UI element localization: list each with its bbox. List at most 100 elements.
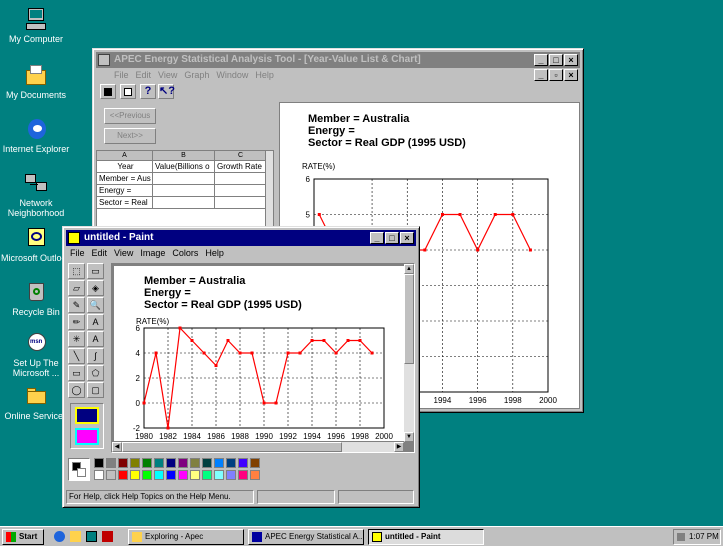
grid-col-b[interactable]: B <box>153 151 215 161</box>
menu-file[interactable]: File <box>114 70 129 80</box>
desktop-quicklaunch-icon[interactable] <box>86 531 97 542</box>
color-swatch[interactable] <box>154 470 164 480</box>
grid-cell[interactable] <box>215 197 267 209</box>
current-colors[interactable] <box>68 458 90 481</box>
start-button[interactable]: Start <box>2 529 44 545</box>
menu-file[interactable]: File <box>70 248 85 258</box>
color-swatch[interactable] <box>154 458 164 468</box>
maximize-button[interactable]: □ <box>385 232 399 244</box>
desktop-icon-my-computer[interactable]: My Computer <box>0 8 72 44</box>
tray-icon[interactable] <box>677 533 685 541</box>
tool-fill-icon[interactable]: ◈ <box>87 280 104 296</box>
taskbar-button-apec[interactable]: APEC Energy Statistical A... <box>248 529 364 545</box>
menu-graph[interactable]: Graph <box>184 70 210 80</box>
color-swatch[interactable] <box>178 470 188 480</box>
transparent-option-icon[interactable] <box>75 428 99 445</box>
color-swatch[interactable] <box>142 470 152 480</box>
paint-titlebar[interactable]: untitled - Paint _ □ × <box>66 230 416 246</box>
next-button[interactable]: Next>> <box>104 128 156 144</box>
grid-header-value[interactable]: Value(Billions o <box>153 161 215 173</box>
tool-airbrush-icon[interactable]: ✳ <box>68 331 85 347</box>
scroll-up-button[interactable]: ▲ <box>404 264 414 274</box>
color-swatch[interactable] <box>238 470 248 480</box>
grid-vscrollbar[interactable] <box>265 151 273 269</box>
color-swatch[interactable] <box>226 470 236 480</box>
child-close-button[interactable]: × <box>564 69 578 81</box>
desktop-icon-network[interactable]: Network Neighborhood <box>0 172 72 218</box>
color-swatch[interactable] <box>202 470 212 480</box>
menu-edit[interactable]: Edit <box>135 70 152 80</box>
grid-col-a[interactable]: A <box>97 151 153 161</box>
tool-polygon-icon[interactable]: ⬠ <box>87 365 104 381</box>
paint-canvas[interactable]: Member = Australia Energy = Sector = Rea… <box>114 266 404 441</box>
tool-text-icon[interactable]: A <box>87 331 104 347</box>
color-swatch[interactable] <box>130 458 140 468</box>
desktop-icon-online-services[interactable]: Online Services <box>0 385 72 421</box>
tool-magnifier-icon[interactable]: 🔍 <box>87 297 104 313</box>
menu-view[interactable]: View <box>114 248 134 258</box>
color-swatch[interactable] <box>190 470 200 480</box>
color-swatch[interactable] <box>190 458 200 468</box>
apec-titlebar[interactable]: APEC Energy Statistical Analysis Tool - … <box>96 52 580 68</box>
taskbar-button-paint[interactable]: untitled - Paint <box>368 529 484 545</box>
color-swatch[interactable] <box>118 458 128 468</box>
grid-cell[interactable] <box>153 173 215 185</box>
color-swatch[interactable] <box>166 458 176 468</box>
color-swatch[interactable] <box>130 470 140 480</box>
menu-view[interactable]: View <box>158 70 178 80</box>
menu-colors[interactable]: Colors <box>172 248 199 258</box>
color-swatch[interactable] <box>226 458 236 468</box>
color-swatch[interactable] <box>118 470 128 480</box>
tool-free-select-icon[interactable]: ⬚ <box>68 263 85 279</box>
tool-options[interactable] <box>70 403 104 449</box>
channels-quicklaunch-icon[interactable] <box>102 531 113 542</box>
color-swatch[interactable] <box>214 458 224 468</box>
tool-rectangle-icon[interactable]: ▭ <box>68 365 85 381</box>
taskbar-button-exploring[interactable]: Exploring - Apec <box>128 529 244 545</box>
desktop-icon-outlook[interactable]: Microsoft Outlook <box>0 227 72 263</box>
grid-header-year[interactable]: Year <box>97 161 153 173</box>
tool-ellipse-icon[interactable]: ◯ <box>68 382 85 398</box>
grid-header-growth[interactable]: Growth Rate <box>215 161 267 173</box>
scroll-thumb[interactable] <box>404 274 414 364</box>
color-swatch[interactable] <box>238 458 248 468</box>
color-swatch[interactable] <box>178 458 188 468</box>
copy-icon[interactable] <box>120 84 136 99</box>
outlook-quicklaunch-icon[interactable] <box>70 531 81 542</box>
maximize-button[interactable]: □ <box>549 54 563 66</box>
color-swatch[interactable] <box>250 458 260 468</box>
color-swatch[interactable] <box>166 470 176 480</box>
close-button[interactable]: × <box>564 54 578 66</box>
color-swatch[interactable] <box>214 470 224 480</box>
tool-brush-icon[interactable]: A <box>87 314 104 330</box>
scroll-down-button[interactable]: ▼ <box>404 432 414 442</box>
child-restore-button[interactable]: ▫ <box>549 69 563 81</box>
color-swatch[interactable] <box>106 470 116 480</box>
child-minimize-button[interactable]: _ <box>534 69 548 81</box>
color-swatch[interactable] <box>94 458 104 468</box>
grid-col-c[interactable]: C <box>215 151 267 161</box>
minimize-button[interactable]: _ <box>370 232 384 244</box>
save-icon[interactable] <box>100 84 116 99</box>
color-swatch[interactable] <box>142 458 152 468</box>
paint-window[interactable]: untitled - Paint _ □ × File Edit View Image… <box>62 226 420 508</box>
grid-cell[interactable] <box>215 173 267 185</box>
grid-row-member[interactable]: Member = Aus <box>97 173 153 185</box>
tool-pencil-icon[interactable]: ✏ <box>68 314 85 330</box>
color-swatch[interactable] <box>94 470 104 480</box>
help-icon[interactable]: ? <box>140 84 156 99</box>
scroll-right-button[interactable]: ▶ <box>394 442 404 452</box>
grid-cell[interactable] <box>215 185 267 197</box>
minimize-button[interactable]: _ <box>534 54 548 66</box>
desktop-icon-recycle-bin[interactable]: Recycle Bin <box>0 281 72 317</box>
menu-image[interactable]: Image <box>140 248 166 258</box>
menu-help[interactable]: Help <box>255 70 274 80</box>
scroll-left-button[interactable]: ◀ <box>112 442 122 452</box>
grid-row-sector[interactable]: Sector = Real <box>97 197 153 209</box>
grid-row-energy[interactable]: Energy = <box>97 185 153 197</box>
ie-quicklaunch-icon[interactable] <box>54 531 65 542</box>
tool-eraser-icon[interactable]: ▱ <box>68 280 85 296</box>
context-help-icon[interactable]: ↖? <box>158 84 175 99</box>
desktop-icon-my-documents[interactable]: My Documents <box>0 64 72 100</box>
menu-help[interactable]: Help <box>205 248 224 258</box>
